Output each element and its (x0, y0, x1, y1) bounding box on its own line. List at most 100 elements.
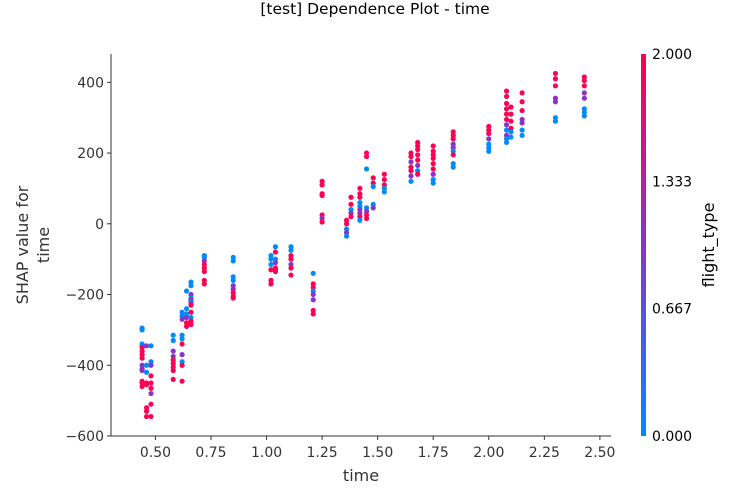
scatter-point (363, 153, 370, 160)
scatter-point (183, 306, 190, 312)
scatter-point (581, 83, 587, 89)
scatter-point (343, 233, 350, 239)
scatter-point (486, 136, 492, 142)
scatter-point (348, 201, 354, 207)
scatter-point (381, 171, 387, 177)
colorbar-tick-label: 1.333 (652, 174, 692, 190)
scatter-point (519, 127, 525, 133)
scatter-point (450, 164, 456, 170)
scatter-point (357, 194, 363, 200)
scatter-point (343, 221, 350, 227)
scatter-point (430, 166, 436, 172)
scatter-point (363, 166, 370, 172)
scatter-point (288, 265, 294, 271)
scatter-point (148, 362, 154, 368)
scatter-point (430, 155, 436, 161)
scatter-point (552, 99, 559, 105)
colorbar-ticks: 2.000 1.333 0.667 0.000 (652, 47, 692, 445)
scatter-point (230, 295, 236, 301)
scatter-point (310, 291, 316, 298)
scatter-point (139, 327, 145, 333)
x-axis-label: time (343, 466, 379, 485)
scatter-point (179, 362, 185, 368)
scatter-point (201, 268, 207, 275)
x-tick-label: 2.00 (473, 445, 504, 461)
scatter-point (170, 376, 176, 383)
scatter-point (519, 99, 525, 105)
x-tick-label: 0.50 (140, 445, 171, 461)
scatter-point (183, 314, 190, 321)
scatter-point (139, 383, 145, 390)
scatter-point (503, 88, 510, 94)
scatter-point (415, 162, 421, 169)
scatter-point (370, 184, 376, 190)
scatter-point (519, 90, 525, 96)
scatter-point (552, 70, 559, 77)
scatter-point (508, 129, 514, 135)
y-axis-label-line-1: SHAP value for (13, 185, 32, 304)
scatter-point (519, 120, 525, 126)
scatter-point (370, 175, 376, 181)
scatter-point (268, 281, 274, 287)
scatter-point (552, 83, 559, 89)
scatter-point (170, 367, 176, 374)
scatter-point (408, 159, 414, 165)
scatter-point (188, 283, 194, 289)
scatter-point (230, 277, 236, 283)
scatter-points (139, 70, 587, 420)
scatter-point (170, 348, 176, 354)
scatter-point (143, 382, 150, 388)
scatter-point (148, 343, 154, 349)
scatter-point (310, 311, 316, 317)
scatter-point (408, 173, 414, 179)
scatter-point (552, 76, 559, 82)
scatter-point (188, 302, 194, 308)
scatter-point (357, 185, 363, 192)
scatter-point (148, 380, 154, 386)
scatter-point (408, 153, 414, 160)
y-tick-label: −200 (66, 288, 104, 304)
colorbar (641, 54, 646, 436)
scatter-point (272, 244, 279, 250)
scatter-point (170, 332, 176, 338)
colorbar-tick-label: 0.667 (652, 302, 692, 318)
scatter-point (179, 352, 185, 358)
scatter-point (430, 143, 436, 149)
scatter-point (183, 288, 190, 294)
scatter-point (503, 93, 510, 100)
x-tick-label: 2.25 (529, 445, 560, 461)
scatter-point (319, 192, 325, 199)
scatter-point (319, 219, 325, 225)
y-tick-label: −400 (66, 358, 104, 374)
scatter-point (415, 152, 421, 158)
scatter-point (179, 341, 185, 347)
y-tick-label: 200 (77, 146, 104, 162)
y-tick-label: −600 (66, 429, 104, 445)
scatter-point (508, 118, 514, 124)
plot-axes (110, 54, 611, 437)
y-tick-label: 0 (95, 217, 104, 233)
scatter-point (370, 205, 376, 211)
scatter-point (272, 249, 279, 255)
scatter-point (503, 100, 510, 107)
scatter-point (143, 343, 150, 349)
scatter-point (148, 385, 154, 391)
scatter-point (179, 378, 185, 384)
scatter-point (381, 176, 387, 183)
scatter-point (581, 113, 587, 119)
scatter-point (415, 171, 421, 177)
x-tick-label: 1.25 (307, 445, 338, 461)
scatter-point (450, 152, 456, 158)
scatter-point (486, 148, 492, 154)
y-axis-label-line-2: time (34, 227, 53, 263)
scatter-point (143, 413, 150, 420)
y-tick-label: 400 (77, 75, 104, 91)
scatter-point (139, 367, 145, 374)
scatter-point (148, 401, 154, 407)
scatter-point (268, 256, 274, 262)
chart-title: [test] Dependence Plot - time (260, 0, 489, 18)
scatter-point (148, 413, 154, 420)
scatter-point (170, 337, 176, 344)
scatter-point (143, 408, 150, 414)
scatter-point (188, 321, 194, 328)
